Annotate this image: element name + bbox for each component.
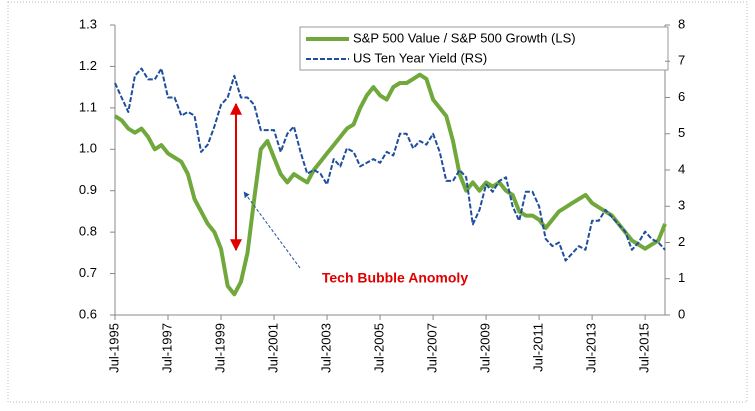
y-tick-label: 0.9	[79, 182, 97, 197]
y-tick-label: 1.2	[79, 58, 97, 73]
y2-tick-label: 3	[678, 198, 685, 213]
legend-label: S&P 500 Value / S&P 500 Growth (LS)	[353, 30, 576, 45]
y2-tick-label: 4	[678, 161, 685, 176]
x-tick-label: Jul-1997	[159, 323, 174, 373]
annotation: Tech Bubble Anomoly	[322, 270, 468, 286]
y-tick-label: 1.1	[79, 99, 97, 114]
series-line	[114, 67, 666, 262]
x-tick-label: Jul-2003	[318, 323, 333, 373]
y2-tick-label: 6	[678, 89, 685, 104]
y-tick-label: 1.0	[79, 141, 97, 156]
y2-tick-label: 8	[678, 16, 685, 31]
pointer-arrow	[243, 191, 301, 269]
x-tick-label: Jul-1999	[212, 323, 227, 373]
y-tick-label: 1.3	[79, 16, 97, 31]
x-tick-label: Jul-2007	[425, 323, 440, 373]
y-tick-label: 0.6	[79, 306, 97, 321]
x-tick-label: Jul-2013	[584, 323, 599, 373]
x-tick-label: Jul-2009	[478, 323, 493, 373]
x-tick-label: Jul-2005	[371, 323, 386, 373]
x-tick-label: Jul-2001	[265, 323, 280, 373]
y2-tick-label: 1	[678, 270, 685, 285]
y-tick-label: 0.7	[79, 265, 97, 280]
x-tick-label: Jul-2015	[637, 323, 652, 373]
series-line	[113, 72, 667, 297]
y2-tick-label: 5	[678, 125, 685, 140]
legend	[299, 26, 669, 71]
x-tick-label: Jul-2011	[531, 323, 546, 372]
legend-label: US Ten Year Yield (RS)	[353, 50, 487, 65]
y2-tick-label: 0	[678, 306, 685, 321]
y-tick-label: 0.8	[79, 224, 97, 239]
frame	[7, 1, 748, 403]
x-tick-label: Jul-1995	[106, 323, 121, 373]
y2-tick-label: 7	[678, 53, 685, 68]
y2-tick-label: 2	[678, 234, 685, 249]
